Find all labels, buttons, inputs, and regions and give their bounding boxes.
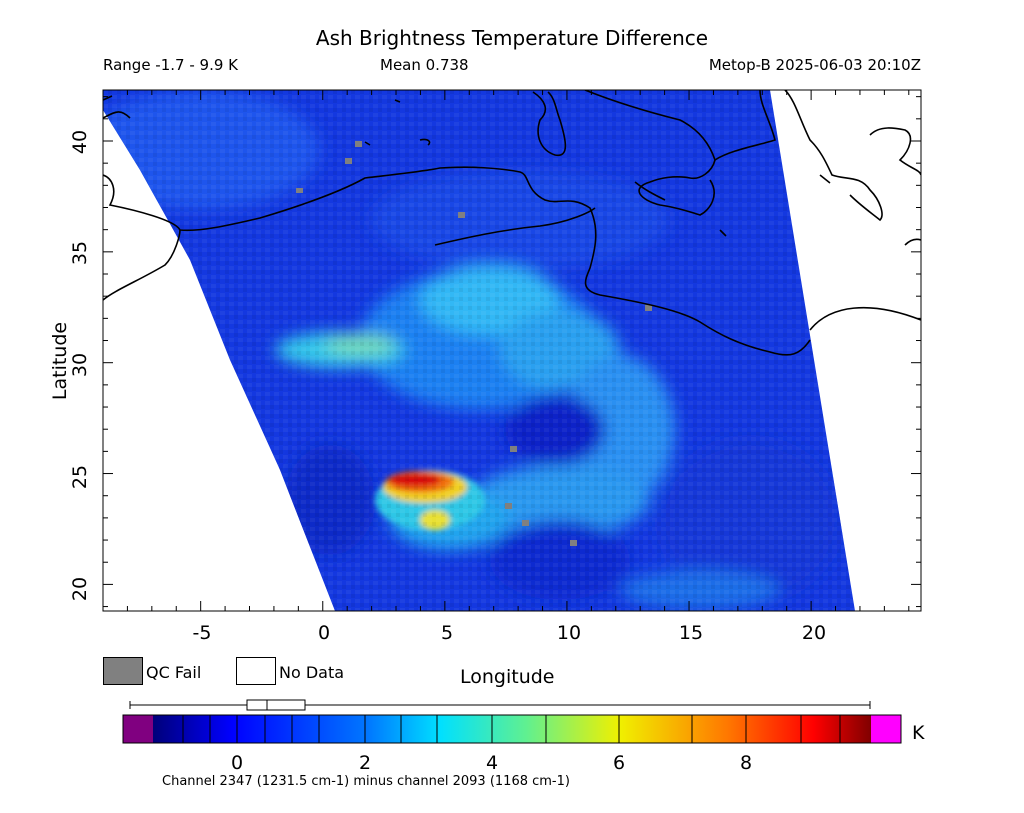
map-frame	[102, 89, 922, 612]
x-tick-label: 20	[801, 622, 827, 644]
x-tick-label: 10	[556, 622, 582, 644]
coastlines	[103, 90, 921, 356]
x-axis-label: Longitude	[460, 666, 555, 688]
y-tick-label: 40	[69, 129, 92, 155]
x-tick-label: 5	[440, 622, 454, 644]
colorbar-tick-label: 0	[230, 752, 244, 774]
colorbar-tick-label: 8	[739, 752, 753, 774]
no-data-swatch	[236, 657, 276, 685]
colorbar-tick-label: 6	[612, 752, 626, 774]
colorbar-under	[123, 715, 153, 743]
x-tick-label: 0	[317, 622, 331, 644]
satellite-swath	[103, 90, 855, 611]
y-axis-label: Latitude	[49, 321, 71, 401]
qc-fail-label: QC Fail	[146, 663, 202, 682]
colorbar	[122, 699, 902, 744]
range-text: Range -1.7 - 9.9 K	[103, 56, 238, 74]
x-tick-label: -5	[192, 622, 212, 644]
colorbar-gradient	[153, 715, 871, 743]
y-tick-label: 20	[69, 576, 92, 602]
boxplot	[129, 699, 871, 711]
satellite-time-text: Metop-B 2025-06-03 20:10Z	[708, 56, 921, 74]
chart-title: Ash Brightness Temperature Difference	[315, 26, 709, 50]
y-tick-label: 30	[69, 352, 92, 378]
channel-caption: Channel 2347 (1231.5 cm-1) minus channel…	[162, 774, 570, 789]
colorbar-over	[871, 715, 901, 743]
map-plot	[102, 89, 922, 612]
y-tick-label: 35	[69, 240, 92, 266]
mean-text: Mean 0.738	[380, 56, 469, 74]
x-tick-label: 15	[678, 622, 704, 644]
colorbar-tick-label: 2	[358, 752, 372, 774]
qc-fail-swatch	[103, 657, 143, 685]
no-data-label: No Data	[279, 663, 345, 682]
y-tick-label: 25	[69, 464, 92, 490]
colorbar-tick-label: 4	[485, 752, 499, 774]
colorbar-units: K	[912, 722, 925, 744]
